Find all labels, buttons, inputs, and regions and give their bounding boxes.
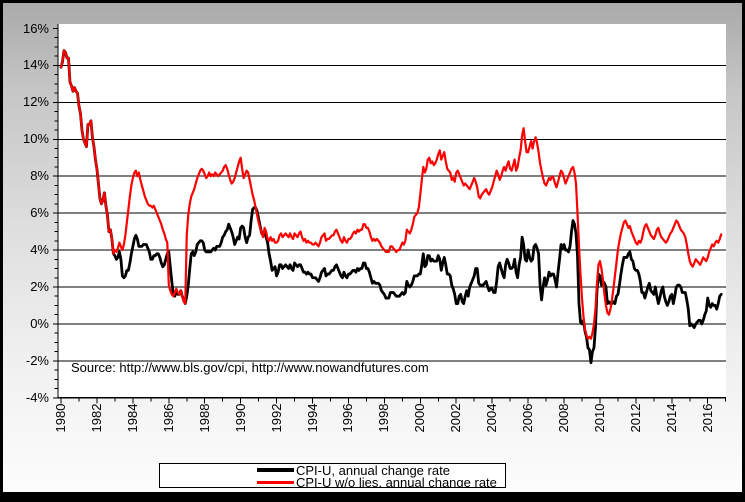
x-axis-label: 2006 (520, 403, 536, 433)
x-axis-label: 1982 (88, 403, 104, 433)
x-axis-label: 2008 (556, 403, 572, 433)
x-axis-label: 1990 (232, 403, 248, 433)
x-axis-label: 1996 (340, 403, 356, 433)
legend-item-cpi-u-wo-lies: CPI-U w/o lies, annual change rate (160, 474, 505, 488)
y-axis-label: 2% (30, 278, 49, 294)
x-axis-label: 1988 (196, 403, 212, 433)
plot-area (58, 24, 726, 398)
y-axis-label: -4% (25, 389, 49, 405)
x-axis-label: 1998 (376, 403, 392, 433)
legend-line-sample-black (257, 468, 294, 472)
legend-label: CPI-U, annual change rate (296, 463, 450, 478)
source-note: Source: http://www.bls.gov/cpi, http://w… (71, 360, 429, 375)
x-axis-label: 2000 (412, 403, 428, 433)
legend-item-cpi-u: CPI-U, annual change rate (160, 463, 505, 478)
x-axis-label: 2012 (627, 403, 643, 433)
y-axis-label: 12% (22, 94, 49, 110)
legend-label: CPI-U w/o lies, annual change rate (296, 474, 497, 488)
y-axis-label: 10% (22, 131, 49, 147)
x-axis-label: 1992 (268, 403, 284, 433)
y-axis-label: 8% (30, 168, 49, 184)
y-axis-label: 4% (30, 242, 49, 258)
y-axis-label: 14% (22, 57, 49, 73)
series-line-cpi-u-wo-lies (59, 49, 723, 340)
x-axis-label: 2016 (699, 403, 715, 433)
x-axis-label: 1980 (53, 403, 68, 433)
frame-bottom-border (3, 492, 742, 499)
x-axis-label: 2004 (484, 403, 500, 433)
x-axis-label: 2014 (663, 403, 679, 433)
x-axis-label: 1984 (124, 403, 140, 433)
y-axis-label: 0% (30, 315, 49, 331)
y-axis-label: 6% (30, 205, 49, 221)
legend-line-sample-red (257, 480, 294, 484)
x-axis-label: 1994 (304, 403, 320, 433)
x-axis-label: 2002 (448, 403, 464, 433)
y-axis-label: -2% (25, 352, 49, 368)
x-axis-label: 2010 (591, 403, 607, 433)
legend-box: CPI-U, annual change rate CPI-U w/o lies… (159, 463, 506, 488)
x-axis-label: 1986 (160, 403, 176, 433)
cpi-line-chart (53, 24, 727, 404)
y-axis-label: 16% (22, 20, 49, 36)
